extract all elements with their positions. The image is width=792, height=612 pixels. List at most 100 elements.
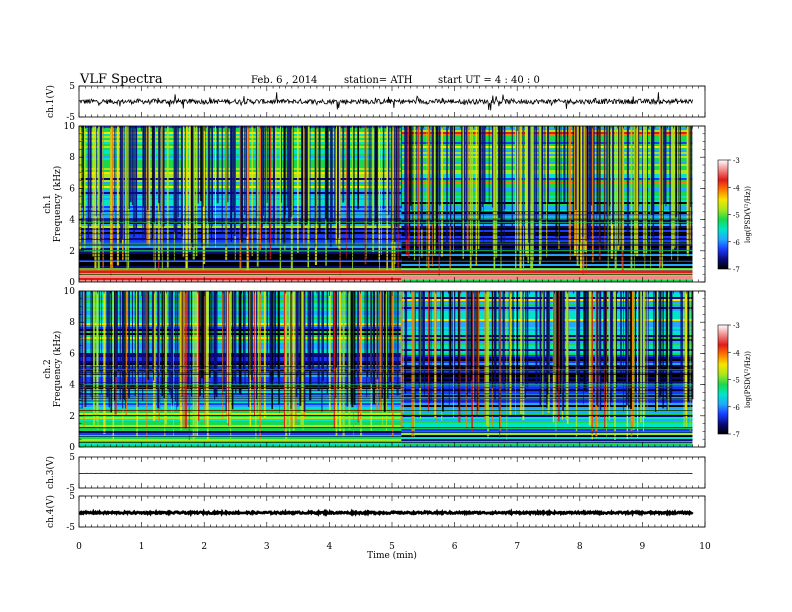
impulse-streak	[495, 291, 497, 370]
impulse-streak	[115, 126, 117, 243]
spectrum-row	[79, 417, 402, 419]
station-label: station= ATH	[344, 75, 413, 86]
impulse-streak	[255, 291, 257, 439]
colorbar-tick-label: -5	[733, 377, 740, 385]
impulse-streak	[127, 126, 130, 268]
impulse-streak	[197, 291, 200, 421]
impulse-streak	[604, 291, 607, 383]
impulse-streak	[614, 126, 617, 271]
x-tick-label: 2	[201, 542, 207, 552]
impulse-streak	[258, 291, 260, 420]
impulse-streak	[142, 126, 144, 241]
impulse-streak	[630, 291, 632, 409]
impulse-streak	[379, 126, 380, 272]
spectrum-row	[79, 415, 402, 417]
impulse-streak	[530, 126, 533, 275]
impulse-streak	[192, 291, 195, 441]
impulse-streak	[498, 126, 500, 218]
impulse-streak	[81, 291, 83, 393]
impulse-streak	[543, 291, 545, 383]
spectrum-row	[401, 441, 693, 443]
impulse-streak	[643, 291, 644, 433]
impulse-streak	[366, 126, 367, 259]
impulse-streak	[465, 126, 468, 224]
impulse-streak	[663, 126, 666, 204]
impulse-streak	[240, 291, 242, 390]
impulse-streak	[116, 126, 119, 266]
impulse-streak	[461, 126, 463, 240]
colorbar-tick-label: -4	[733, 184, 740, 192]
impulse-streak	[240, 126, 243, 240]
impulse-streak	[547, 126, 548, 222]
spectrum-row	[79, 439, 402, 441]
impulse-streak	[128, 291, 130, 399]
impulse-streak	[416, 126, 417, 201]
y-tick-label: 6	[69, 184, 75, 194]
spectrum-row	[401, 433, 693, 435]
impulse-streak	[153, 126, 155, 209]
impulse-streak	[304, 126, 306, 223]
impulse-streak	[682, 291, 683, 367]
impulse-streak	[596, 291, 599, 406]
impulse-streak	[597, 126, 599, 213]
impulse-streak	[222, 291, 224, 419]
impulse-streak	[180, 126, 183, 237]
colorbar-1	[717, 159, 729, 270]
impulse-streak	[583, 126, 586, 252]
impulse-streak	[179, 291, 182, 421]
impulse-streak	[197, 126, 199, 204]
impulse-streak	[155, 291, 157, 420]
impulse-streak	[583, 291, 586, 390]
impulse-streak	[526, 291, 529, 389]
impulse-streak	[615, 291, 617, 388]
impulse-streak	[535, 291, 538, 385]
impulse-streak	[397, 126, 399, 268]
spectrum-row	[401, 419, 693, 421]
impulse-streak	[413, 126, 416, 260]
impulse-streak	[318, 126, 321, 234]
impulse-streak	[662, 291, 664, 409]
impulse-streak	[171, 291, 174, 406]
impulse-streak	[476, 291, 478, 417]
figure-title: VLF Spectra	[80, 72, 163, 87]
colorbar-tick-label: -5	[733, 212, 740, 220]
impulse-streak	[200, 126, 202, 201]
impulse-streak	[429, 126, 431, 225]
impulse-streak	[441, 291, 443, 421]
impulse-streak	[468, 291, 470, 393]
ch1-frequency-label-line: ch.1	[43, 194, 53, 213]
impulse-streak	[563, 291, 565, 382]
impulse-streak	[532, 126, 534, 275]
impulse-streak	[608, 291, 611, 421]
impulse-streak	[396, 126, 397, 204]
impulse-streak	[286, 126, 289, 208]
impulse-streak	[423, 291, 425, 395]
impulse-streak	[593, 126, 595, 237]
impulse-streak	[691, 291, 694, 400]
impulse-streak	[518, 126, 519, 231]
impulse-streak	[302, 126, 305, 248]
spectrum-row	[401, 439, 693, 441]
impulse-streak	[387, 126, 390, 215]
impulse-streak	[364, 126, 367, 265]
impulse-streak	[372, 126, 375, 252]
impulse-streak	[572, 126, 574, 245]
impulse-streak	[202, 126, 204, 207]
impulse-streak	[335, 126, 337, 247]
impulse-streak	[413, 291, 414, 434]
impulse-streak	[637, 291, 639, 438]
signal-trace	[78, 508, 694, 518]
impulse-streak	[666, 291, 668, 370]
x-tick-label: 4	[327, 542, 333, 552]
impulse-streak	[386, 291, 388, 431]
impulse-streak	[151, 291, 154, 373]
impulse-streak	[429, 291, 431, 404]
impulse-streak	[499, 291, 501, 438]
impulse-streak	[591, 291, 593, 435]
impulse-streak	[283, 126, 286, 245]
impulse-streak	[492, 126, 494, 252]
impulse-streak	[491, 291, 494, 388]
impulse-streak	[112, 291, 114, 440]
impulse-streak	[453, 126, 454, 253]
